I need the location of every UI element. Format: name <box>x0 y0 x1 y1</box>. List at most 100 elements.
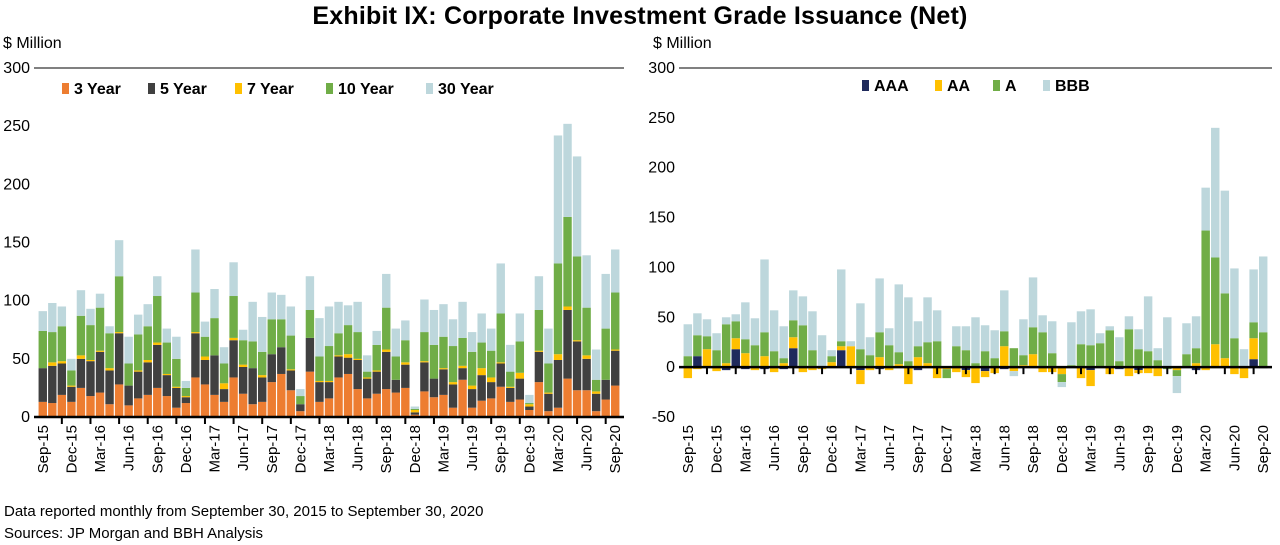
left-x-tick-label: Jun-16 <box>121 425 138 471</box>
right-legend-swatch <box>862 80 869 91</box>
right-y-tick-label: 0 <box>666 359 675 376</box>
left-bar-30-year <box>448 319 458 347</box>
right-bar-aa <box>760 356 769 368</box>
right-x-tick-label: Mar-19 <box>1083 425 1100 473</box>
left-bar-10-year <box>601 328 610 380</box>
right-x-tick-label: Mar-17 <box>852 425 869 473</box>
left-x-tick-label: Jun-17 <box>235 425 252 471</box>
left-bar-7-year <box>57 361 67 364</box>
left-bar-3-year <box>601 399 610 417</box>
left-bar-5-year <box>124 385 133 406</box>
left-bar-3-year <box>95 392 105 417</box>
left-bar-10-year <box>429 344 439 379</box>
left-bar-7-year <box>534 350 544 352</box>
left-legend-label: 5 Year <box>160 81 207 98</box>
right-bar-a <box>1038 332 1047 368</box>
left-bar-7-year <box>467 385 477 390</box>
left-bar-5-year <box>467 389 477 408</box>
left-bar-5-year <box>143 362 152 395</box>
left-x-tick-label: Dec-19 <box>521 425 538 473</box>
right-x-tick-label: Dec-18 <box>1054 425 1071 473</box>
left-bar-5-year <box>286 370 296 391</box>
right-bar-bbb <box>1201 187 1210 231</box>
left-bar-5-year <box>343 357 353 374</box>
left-bar-10-year <box>410 408 420 411</box>
left-bar-3-year <box>286 390 296 417</box>
left-bar-5-year <box>572 341 582 391</box>
left-bar-10-year <box>382 307 391 350</box>
right-bar-aa <box>741 353 750 368</box>
left-bar-5-year <box>200 360 210 385</box>
right-bar-a <box>1124 329 1134 368</box>
left-bar-5-year <box>86 361 95 397</box>
right-bar-a <box>1182 354 1191 368</box>
left-bar-30-year <box>162 328 172 343</box>
right-bar-a <box>1000 331 1009 347</box>
left-bar-10-year <box>572 256 582 341</box>
right-x-tick-label: Dec-15 <box>709 425 726 473</box>
right-bar-a <box>894 352 903 365</box>
left-bar-10-year <box>181 387 191 397</box>
right-legend-label: BBB <box>1055 78 1090 95</box>
left-bar-3-year <box>353 389 362 417</box>
left-bar-7-year <box>86 360 95 362</box>
left-bar-3-year <box>114 384 124 417</box>
left-bar-30-year <box>296 389 305 397</box>
left-bar-7-year <box>343 354 353 358</box>
left-bar-7-year <box>591 391 601 394</box>
left-bar-7-year <box>181 396 191 398</box>
left-legend-label: 7 Year <box>247 81 294 98</box>
right-bar-bbb <box>731 314 740 322</box>
left-bar-10-year <box>67 370 76 386</box>
left-bar-3-year <box>181 403 191 417</box>
footnote-sources: Sources: JP Morgan and BBH Analysis <box>4 525 264 542</box>
right-bar-a <box>769 351 779 368</box>
right-bar-aa <box>1230 367 1239 375</box>
right-bar-aa <box>884 367 894 371</box>
right-bar-bbb <box>750 318 760 346</box>
right-bar-aa <box>750 367 760 371</box>
right-bar-aa <box>904 367 913 385</box>
right-bar-aa <box>1057 367 1067 375</box>
right-x-tick-label: Sep-17 <box>910 425 927 473</box>
right-x-tick-label: Jun-20 <box>1226 425 1243 471</box>
left-bar-30-year <box>324 306 334 347</box>
left-bar-30-year <box>181 380 191 388</box>
right-bar-a <box>1086 345 1095 368</box>
left-bar-7-year <box>105 368 114 371</box>
right-bar-bbb <box>1249 269 1258 323</box>
left-bar-3-year <box>229 377 238 417</box>
right-bar-a <box>932 341 942 368</box>
right-bar-bbb <box>693 313 702 336</box>
left-bar-10-year <box>477 342 486 369</box>
left-bar-10-year <box>133 334 143 371</box>
left-bar-3-year <box>572 390 582 417</box>
left-bar-30-year <box>210 289 219 319</box>
right-bar-a <box>760 332 769 357</box>
left-bar-30-year <box>544 328 553 364</box>
left-bar-10-year <box>534 309 544 351</box>
left-legend-swatch <box>62 83 69 94</box>
left-bar-10-year <box>38 330 47 369</box>
right-bar-aaa <box>731 349 740 368</box>
left-bar-3-year <box>305 371 315 417</box>
right-bar-a <box>712 350 721 368</box>
right-bar-bbb <box>1182 323 1191 355</box>
left-bar-10-year <box>420 332 429 362</box>
left-bar-7-year <box>410 410 420 413</box>
right-bar-aa <box>712 367 721 372</box>
right-bar-aa <box>808 367 817 371</box>
right-bar-aa <box>779 363 788 368</box>
right-bar-a <box>1115 361 1124 368</box>
left-bar-5-year <box>105 370 114 405</box>
left-bar-5-year <box>191 333 200 378</box>
left-bar-5-year <box>515 378 525 400</box>
left-bar-3-year <box>76 387 86 417</box>
left-bar-10-year <box>353 332 362 359</box>
right-bar-bbb <box>904 297 913 362</box>
left-x-tick-label: Sep-18 <box>378 425 395 473</box>
left-bar-5-year <box>591 393 601 412</box>
right-legend-label: AA <box>947 78 971 95</box>
right-legend-label: A <box>1005 78 1017 95</box>
left-bar-7-year <box>324 380 334 383</box>
